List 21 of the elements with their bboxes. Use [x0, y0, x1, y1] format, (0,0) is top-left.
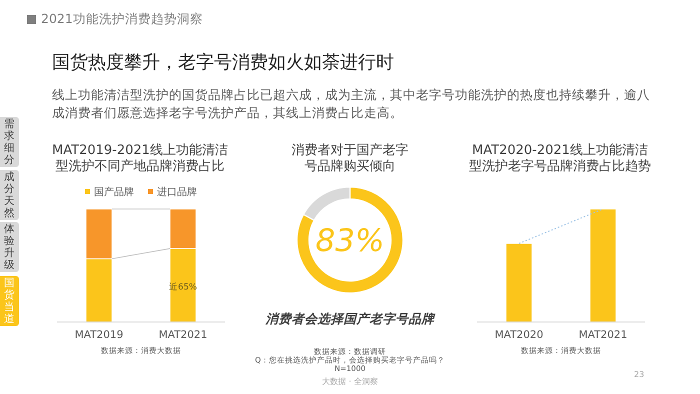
chart-title: MAT2019-2021线上功能清洁型洗护不同产地品牌消费占比 [51, 143, 229, 175]
donut-slice [296, 186, 404, 294]
data-label: 83% [316, 223, 384, 259]
legend-label: 国产品牌 [94, 186, 134, 198]
text: 23 [634, 370, 644, 379]
text: 2021功能洗护消费趋势洞察 [41, 11, 203, 28]
x-tick-label: MAT2020 [494, 329, 544, 341]
text: 线上功能清洁型洗护的国货品牌占比已超六成，成为主流，其中老字号功能洗护的热度也持续攀升，逾八成消费者们愿意选择老字号洗护产品，其线上消费占比走高。 [52, 86, 651, 122]
slice-label: 消费者会选择国产老字号品牌 [264, 311, 436, 326]
chart-title: 消费者对于国产老字号品牌购买倾向 [290, 143, 410, 175]
text: 国货当道 [4, 277, 15, 325]
text: 体验升级 [4, 223, 15, 271]
text: 成分天然 [4, 171, 15, 219]
x-tick-label: MAT2019 [74, 329, 124, 341]
text: 需求细分 [4, 118, 15, 166]
chart-title: MAT2020-2021线上功能清洁型洗护老字号品牌消费占比趋势 [468, 143, 652, 175]
text: 国货热度攀升，老字号消费如火如荼进行时 [52, 51, 394, 74]
text: 大数据 · 全洞察 [321, 376, 379, 387]
x-tick-label: MAT2021 [158, 329, 208, 341]
legend-label: 进口品牌 [157, 186, 197, 198]
x-tick-label: MAT2021 [578, 329, 628, 341]
